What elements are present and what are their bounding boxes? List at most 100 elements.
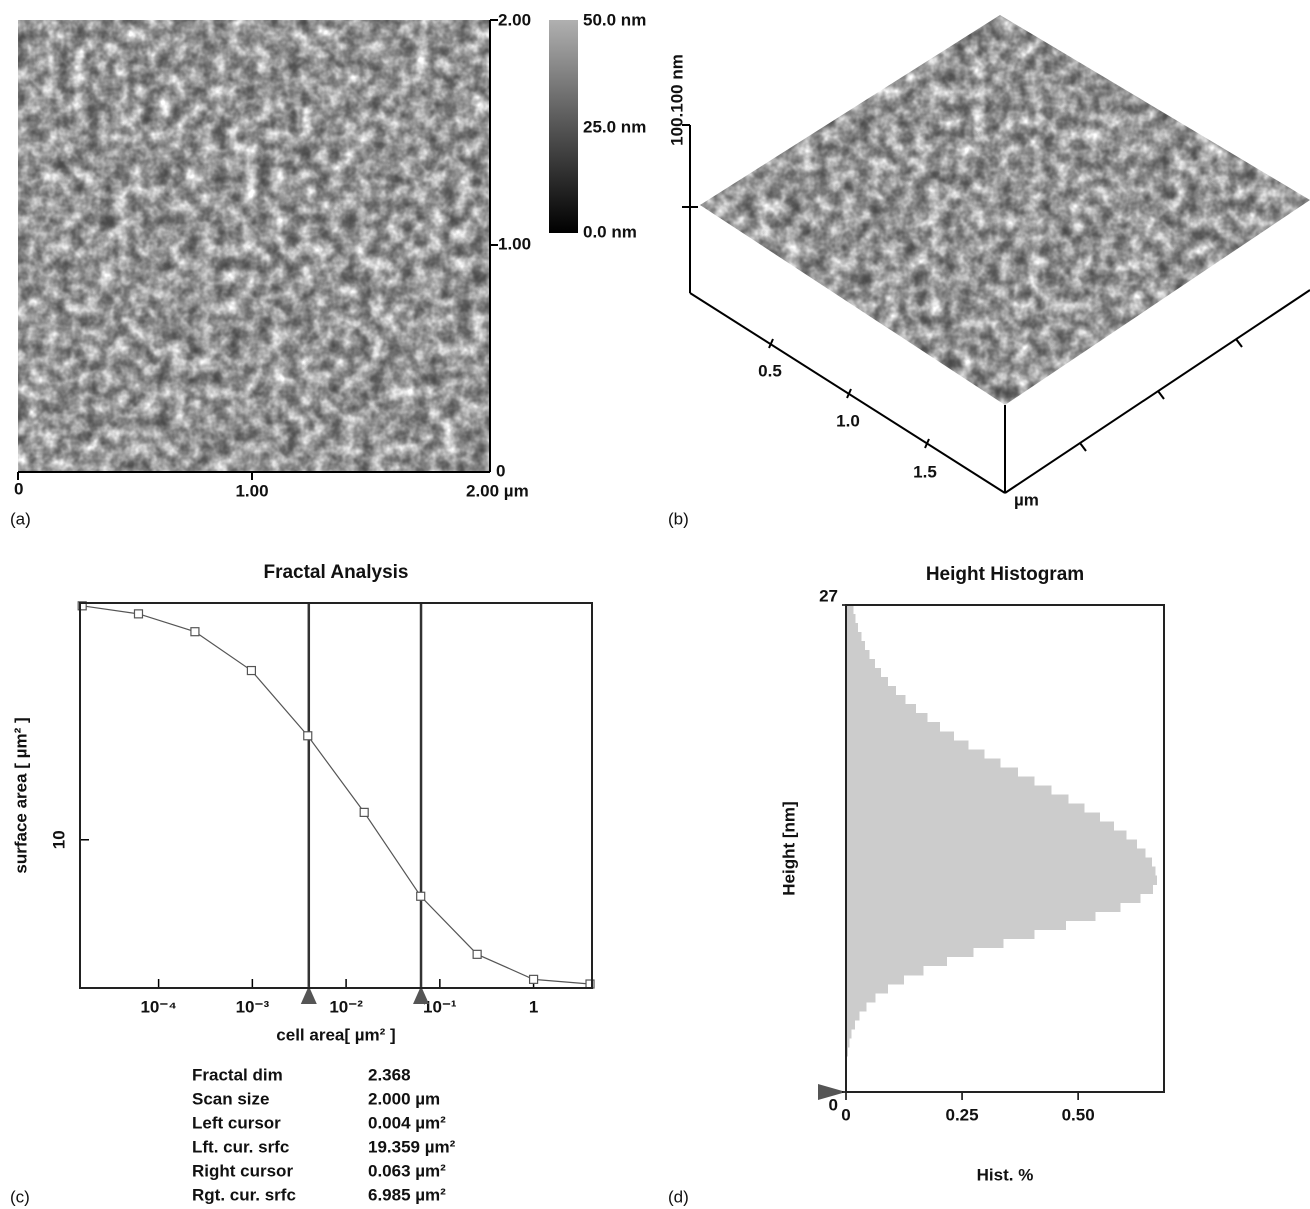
bar — [846, 605, 854, 615]
cursor-marker — [413, 986, 430, 1004]
x-axis-label: cell area[ µm² ] — [276, 1025, 395, 1044]
bar — [846, 623, 859, 633]
bar — [846, 668, 881, 678]
y-tick-label: 0 — [496, 461, 505, 480]
bar — [846, 875, 1158, 886]
x-axis-label: Hist. % — [977, 1165, 1034, 1184]
table-value: 0.063 µm² — [368, 1161, 446, 1180]
bar — [846, 983, 889, 994]
point — [303, 731, 313, 741]
axis-label: 0.5 — [758, 361, 782, 380]
tick — [1235, 338, 1243, 348]
bar — [846, 650, 870, 660]
bar — [846, 803, 1085, 813]
bar — [846, 974, 905, 985]
bar — [846, 938, 1004, 949]
bar — [846, 731, 955, 741]
table-value: 2.000 µm — [368, 1089, 440, 1108]
bar — [846, 794, 1069, 804]
tick — [846, 388, 852, 399]
x-tick-label: 0.50 — [1062, 1105, 1095, 1124]
tick — [768, 338, 774, 349]
table-value: 6.985 µm² — [368, 1185, 446, 1204]
bar — [846, 1037, 850, 1048]
y-tick-label: 10 — [49, 830, 68, 849]
baseline-marker — [818, 1084, 846, 1100]
bar — [846, 713, 928, 723]
bar — [846, 839, 1138, 849]
x-axis — [689, 292, 1006, 494]
bar — [846, 947, 974, 958]
bar — [846, 1001, 867, 1012]
surface — [700, 15, 1310, 405]
axis-label: 1.5 — [913, 462, 937, 481]
y-tick-label: 27 — [819, 586, 838, 605]
plot-frame — [79, 602, 593, 989]
bar — [846, 1010, 860, 1021]
axes-3d — [682, 124, 1310, 494]
afm-image — [18, 20, 490, 472]
point — [77, 601, 87, 611]
tick — [1079, 442, 1087, 452]
x-tick-label: 10⁻⁴ — [140, 997, 176, 1016]
point — [528, 974, 539, 984]
table-key: Right cursor — [192, 1161, 293, 1180]
tick — [924, 438, 930, 449]
chart-title: Height Histogram — [926, 564, 1084, 585]
x-tick-label: 0.25 — [946, 1105, 979, 1124]
chart-title: Fractal Analysis — [263, 562, 408, 583]
y-tick-label: 2.00 — [498, 10, 531, 29]
bar — [846, 893, 1141, 904]
bar — [846, 965, 924, 976]
bar — [846, 812, 1100, 822]
table-value: 19.359 µm² — [368, 1137, 456, 1156]
bar — [846, 785, 1052, 795]
plot-frame — [845, 604, 1165, 1093]
table-key: Scan size — [192, 1089, 270, 1108]
y-axis-label: Height [nm] — [779, 801, 798, 895]
bar — [846, 776, 1035, 786]
bar — [846, 614, 856, 624]
point — [472, 949, 482, 959]
bar — [846, 686, 897, 696]
cursor-marker — [300, 986, 317, 1004]
colorbar-label: 50.0 nm — [583, 10, 646, 29]
bar — [846, 758, 1001, 768]
bar — [846, 929, 1035, 940]
panel-label: (d) — [668, 1187, 689, 1206]
bar — [846, 857, 1152, 868]
table-value: 0.004 µm² — [368, 1113, 446, 1132]
panel-label: (c) — [10, 1187, 30, 1206]
bar — [846, 677, 889, 687]
bar — [846, 632, 862, 642]
x-tick-label: 10⁻³ — [236, 997, 270, 1016]
point — [190, 627, 200, 637]
y-axis-label: surface area [ µm² ] — [11, 717, 30, 873]
tick — [1157, 390, 1165, 400]
bar — [846, 1019, 855, 1030]
table-key: Lft. cur. srfc — [192, 1137, 289, 1156]
bar — [846, 695, 906, 705]
z-label: 100.100 nm — [667, 54, 686, 146]
bar — [846, 1046, 849, 1057]
y-tick-label: 0 — [829, 1095, 838, 1114]
bar — [846, 659, 875, 669]
panel-label: (b) — [668, 509, 689, 528]
bar — [846, 848, 1146, 859]
bar — [846, 866, 1156, 877]
x-tick-label: 10⁻² — [329, 997, 363, 1016]
bar — [846, 911, 1096, 922]
unit-label: µm — [1014, 490, 1039, 509]
bar — [846, 821, 1114, 831]
bar — [846, 722, 941, 732]
bar — [846, 740, 969, 750]
surface-texture — [700, 15, 1310, 405]
y-tick-label: 1.00 — [498, 234, 531, 253]
x-tick-label: 1 — [529, 997, 538, 1016]
bar — [846, 641, 866, 651]
bar — [846, 767, 1018, 777]
x-tick-label: 0 — [841, 1105, 850, 1124]
colorbar-label: 25.0 nm — [583, 117, 646, 136]
bar — [846, 884, 1153, 895]
